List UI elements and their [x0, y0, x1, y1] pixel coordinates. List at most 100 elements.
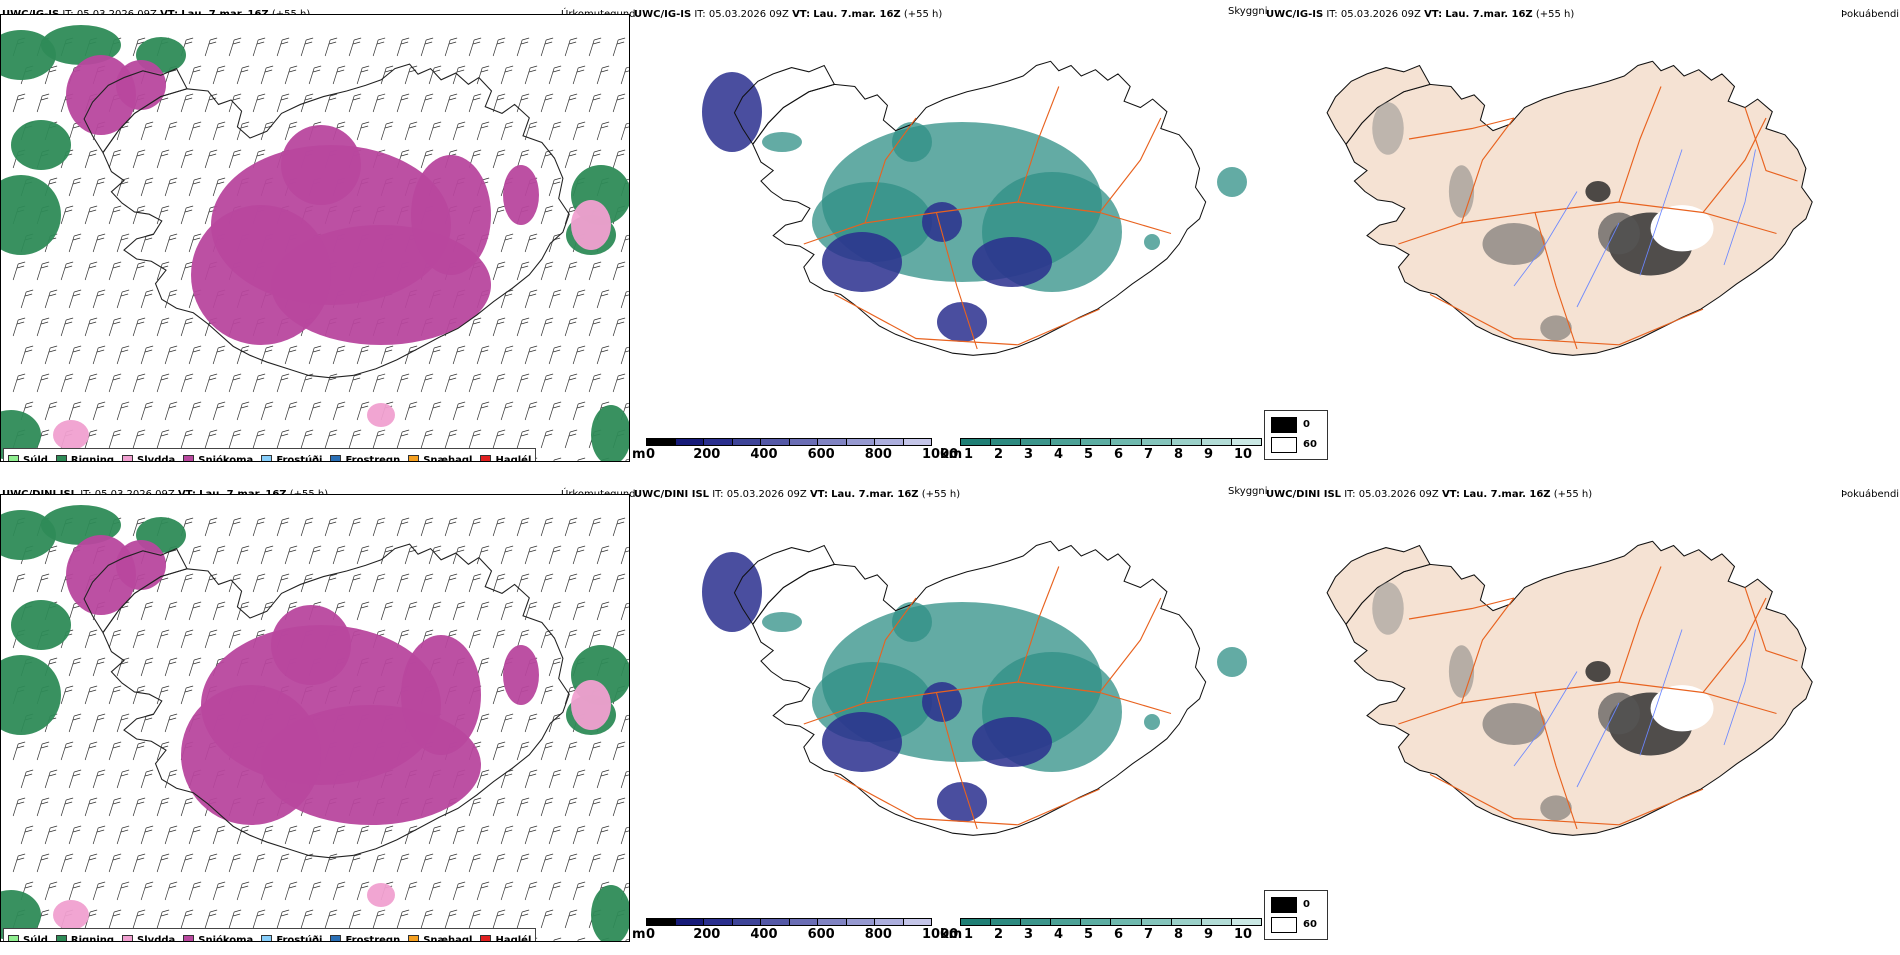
legend-item: Haglél [480, 454, 531, 461]
colorbar-cell [761, 439, 790, 445]
legend-item: Frostregn [330, 454, 401, 462]
legend-swatch [1271, 417, 1297, 433]
legend-label: Snjókoma [198, 934, 254, 942]
colorbar-cell [961, 919, 992, 925]
legend-swatch [1271, 897, 1297, 913]
colorbar-tick: 6 [1114, 447, 1124, 462]
colorbar-cell [1171, 439, 1202, 445]
panel-header: UWC/DINI ISL IT: 05.03.2026 09Z VT: Lau.… [1266, 489, 1593, 500]
legend-item: Frostúði [261, 454, 323, 462]
colorbar-tick: 2 [994, 927, 1004, 942]
colorbar-tick: 1 [964, 447, 974, 462]
colorbar-cell [846, 439, 875, 445]
visibility-colorbar-bar [960, 918, 1262, 926]
legend-label: Frostregn [345, 454, 401, 462]
colorbar-tick: 8 [1174, 927, 1184, 942]
legend-swatch [408, 454, 420, 461]
panel-title: Þokuábendi [1841, 9, 1900, 20]
legend-item: Snæhagl [408, 454, 473, 462]
colorbar-cell [732, 919, 761, 925]
legend-item: Frostregn [330, 934, 400, 941]
precip-map-frame: Súld Rigning Slydda Snjókoma Frostúði Frostre… [0, 14, 630, 462]
colorbar-cell [761, 919, 790, 925]
legend-label: Rigning [70, 934, 115, 942]
ceiling-colorbar: m 0 200 400 600 800 1000 [632, 438, 958, 468]
colorbar-cell [675, 919, 704, 925]
panel-header: UWC/IG-IS IT: 05.03.2026 09Z VT: Lau. 7.… [1266, 9, 1575, 20]
colorbar-tick: 3 [1024, 927, 1034, 942]
colorbar-cell [647, 919, 676, 925]
legend-label: Snjókoma [198, 454, 254, 462]
colorbar-tick: 7 [1144, 927, 1154, 942]
ceiling-colorbar: m 0 200 400 600 800 1000 [632, 918, 958, 948]
forecast-row-1: UWC/IG-IS IT: 05.03.2026 09Z VT: Lau. 7.… [0, 0, 1900, 475]
legend-swatch [480, 934, 492, 941]
legend-label: 60 [1303, 919, 1317, 930]
colorbar-unit: km [940, 447, 963, 462]
legend-label: Snæhagl [423, 454, 473, 462]
visibility-colorbar-bar [960, 438, 1262, 446]
legend-swatch [183, 454, 195, 461]
legend-item: Rigning [55, 934, 115, 942]
colorbar-tick: 800 [864, 927, 892, 942]
colorbar-cell [875, 439, 904, 445]
legend-swatch [408, 934, 420, 941]
colorbar-cell [1021, 439, 1052, 445]
legend-swatch [330, 934, 342, 941]
colorbar-cell [1051, 439, 1082, 445]
legend-swatch [183, 934, 195, 941]
visibility-colorbar: km 1 2 3 4 5 6 7 8 9 10 [940, 438, 1262, 468]
visibility-colorbar: km 1 2 3 4 5 6 7 8 9 10 [940, 918, 1262, 948]
colorbar-cell [991, 439, 1022, 445]
colorbar-cell [818, 439, 847, 445]
visibility-map [702, 540, 1247, 836]
legend-label: Slydda [137, 934, 176, 942]
colorbar-tick: 200 [693, 927, 721, 942]
legend-item: Rigning [55, 454, 114, 461]
colorbar-tick: 600 [807, 927, 835, 942]
legend-label: 60 [1303, 439, 1317, 450]
legend-label: 0 [1303, 899, 1310, 910]
legend-item: Súld [8, 454, 48, 461]
colorbar-tick: 3 [1024, 447, 1034, 462]
panel-header: UWC/IG-IS IT: 05.03.2026 09Z VT: Lau. 7.… [634, 9, 943, 20]
legend-item: Slydda [122, 454, 175, 461]
legend-label: 0 [1303, 419, 1310, 430]
colorbar-tick: 1 [964, 927, 974, 942]
legend-item: Slydda [122, 934, 176, 942]
colorbar-cell [961, 439, 992, 445]
visibility-panel: UWC/IG-IS IT: 05.03.2026 09Z VT: Lau. 7.… [632, 0, 1268, 475]
colorbar-unit: m [632, 927, 646, 942]
colorbar-tick: 1000 [922, 927, 959, 942]
colorbar-unit: m [632, 447, 646, 462]
colorbar-cell [704, 439, 733, 445]
panel-title: Skyggni [1228, 6, 1268, 17]
legend-item: Snæhagl [408, 934, 473, 942]
colorbar-tick: 400 [750, 927, 778, 942]
legend-swatch [1271, 437, 1297, 453]
legend-label: Snæhagl [423, 934, 473, 942]
colorbar-cell [732, 439, 761, 445]
colorbar-cell [875, 919, 904, 925]
legend-label: Súld [23, 934, 48, 942]
colorbar-tick: 400 [750, 447, 778, 462]
legend-swatch [122, 454, 134, 461]
colorbar-cell [704, 919, 733, 925]
legend-swatch [8, 934, 19, 941]
precip-legend: Súld Rigning Slydda Snjókoma Frostúði Frostre… [3, 928, 537, 942]
fog-index-panel: UWC/DINI ISL IT: 05.03.2026 09Z VT: Lau.… [1264, 480, 1900, 955]
colorbar-tick: 5 [1084, 927, 1094, 942]
colorbar-cell [1081, 439, 1112, 445]
legend-swatch [261, 454, 273, 461]
colorbar-cell [1201, 439, 1232, 445]
panel-header: UWC/DINI ISL IT: 05.03.2026 09Z VT: Lau.… [634, 489, 961, 500]
colorbar-cell [818, 919, 847, 925]
legend-item: Súld [8, 934, 48, 942]
legend-item: Snjókoma [183, 454, 254, 462]
colorbar-cell [1081, 919, 1112, 925]
colorbar-cell [903, 439, 931, 445]
colorbar-cell [647, 439, 676, 445]
colorbar-cell [903, 919, 931, 925]
colorbar-cell [1021, 919, 1052, 925]
legend-label: Frostúði [276, 454, 323, 462]
